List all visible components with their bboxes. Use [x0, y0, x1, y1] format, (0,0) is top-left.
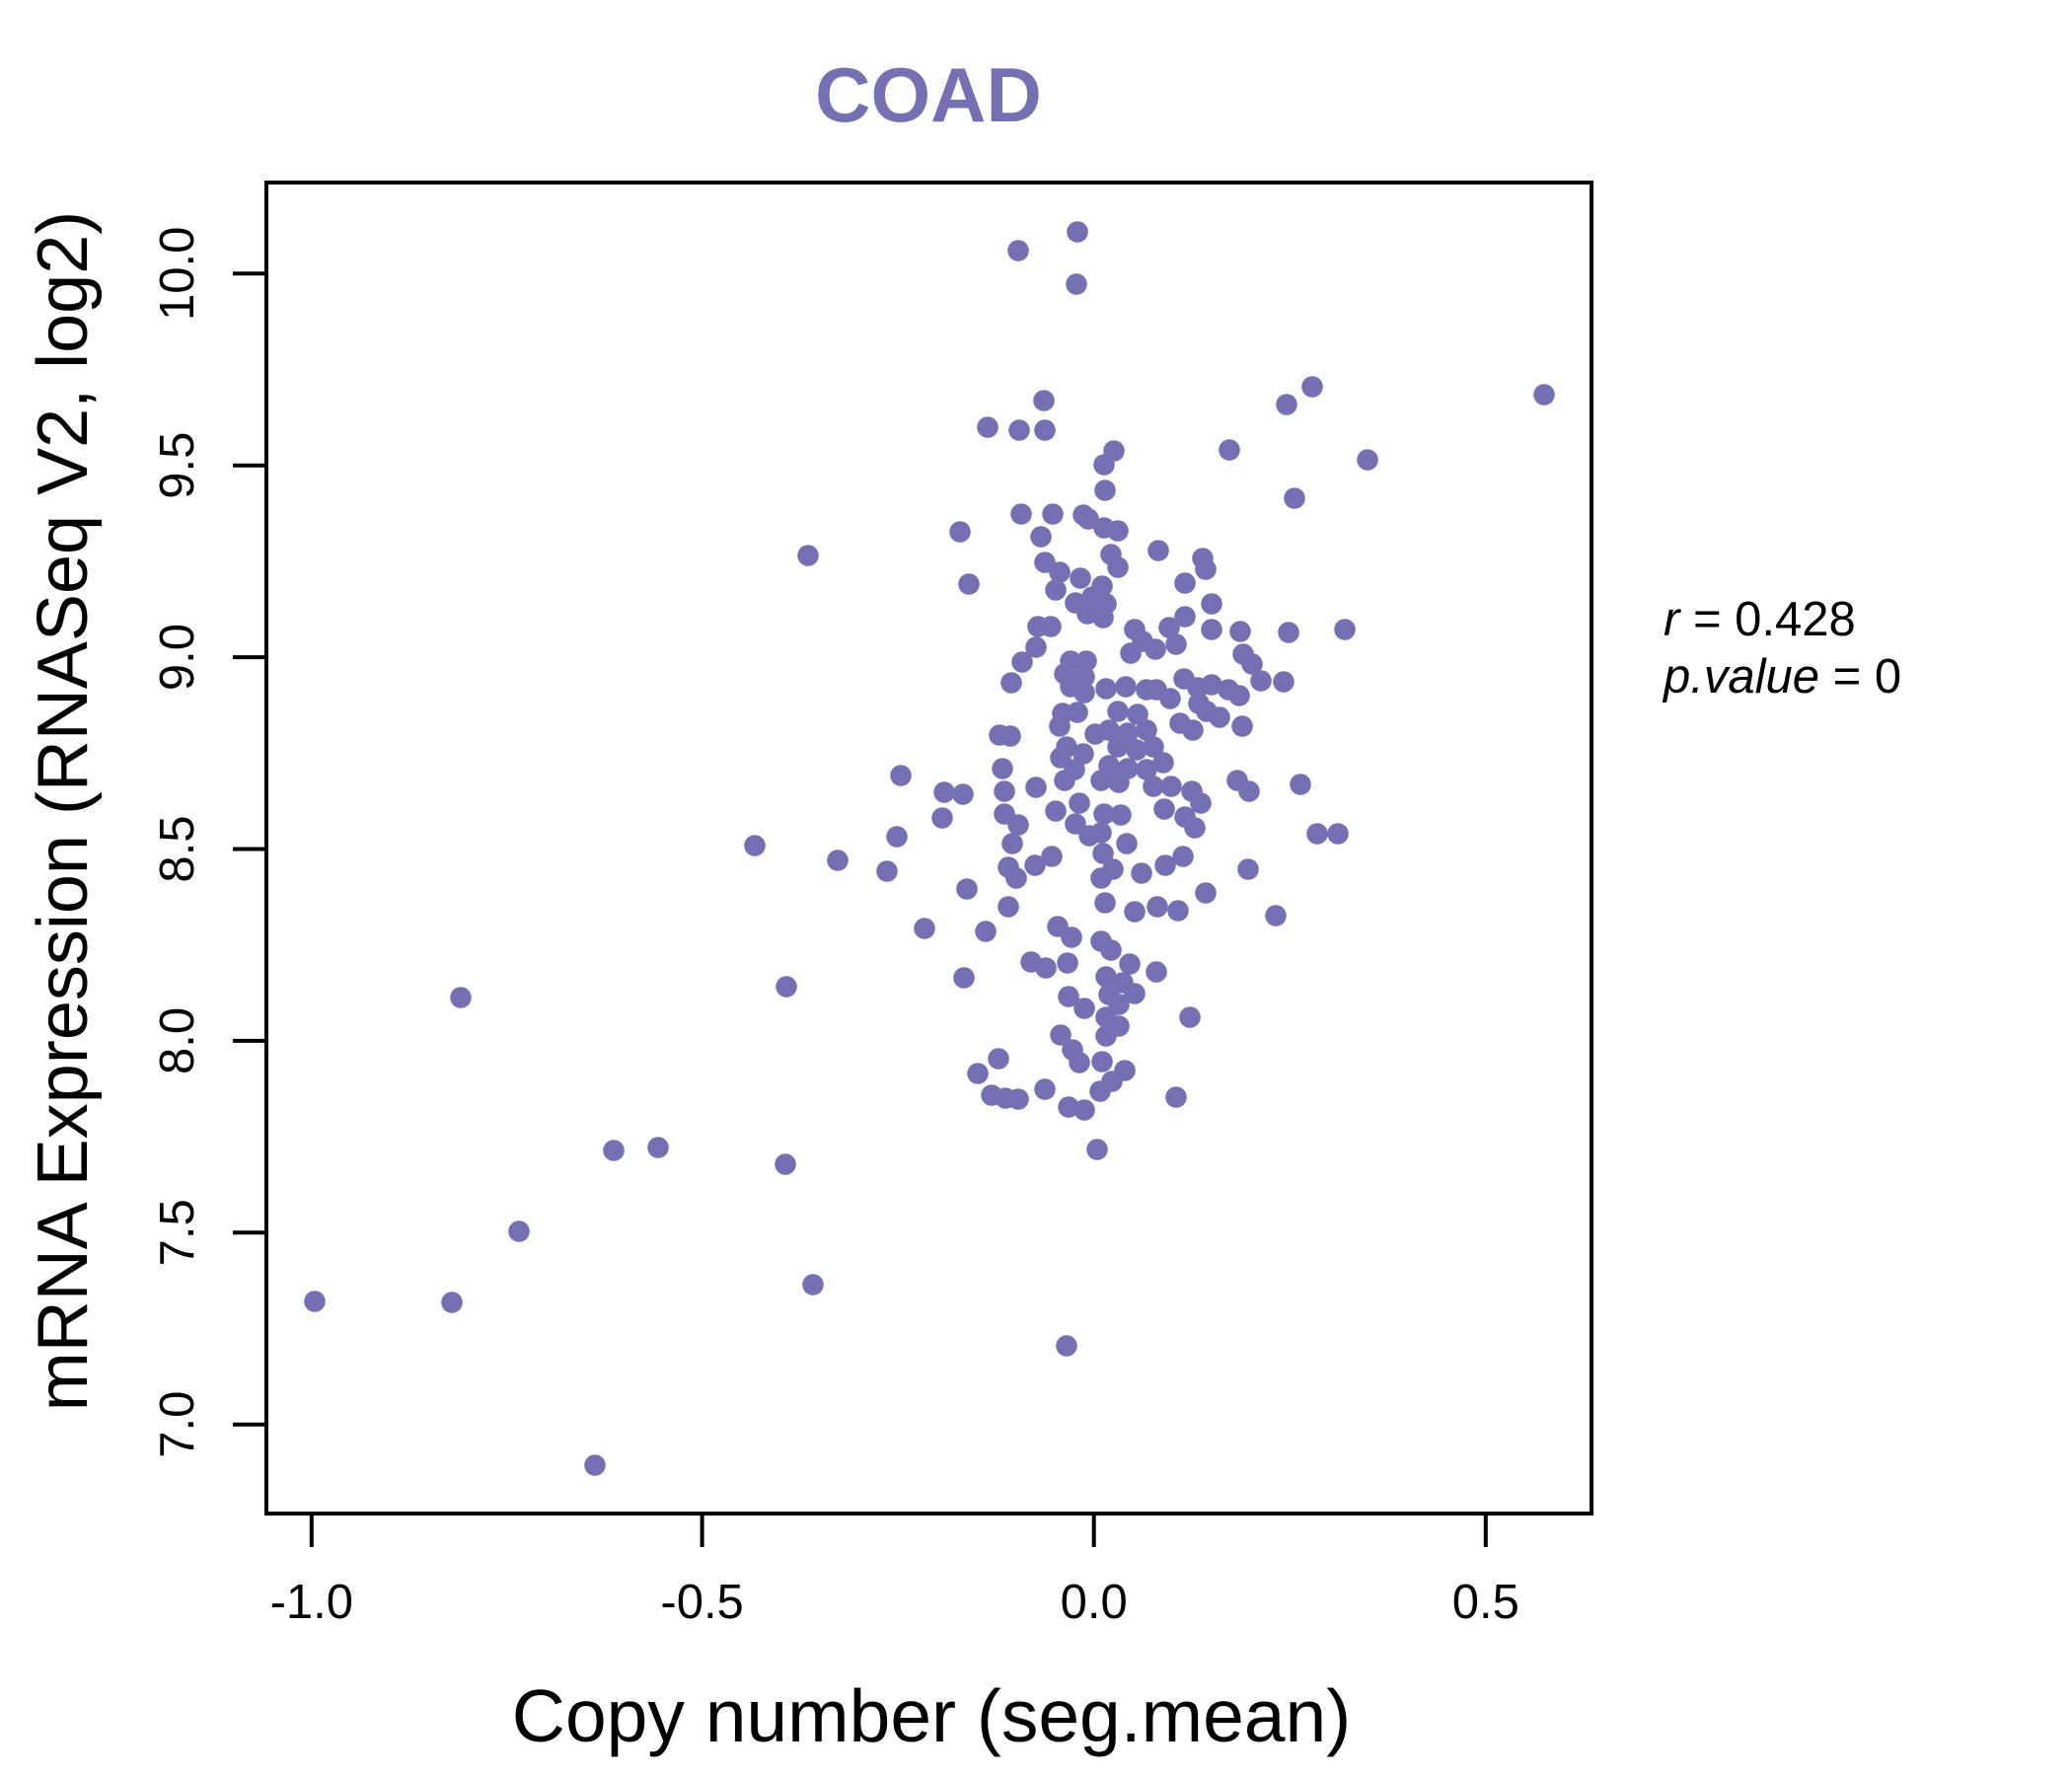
svg-text:7.5: 7.5 — [151, 1199, 204, 1266]
svg-text:-0.5: -0.5 — [660, 1576, 743, 1629]
svg-text:10.0: 10.0 — [151, 227, 204, 321]
svg-text:9.0: 9.0 — [151, 624, 204, 691]
svg-text:r = 0.428: r = 0.428 — [1664, 593, 1856, 646]
svg-text:p.value = 0: p.value = 0 — [1662, 650, 1901, 703]
svg-text:9.5: 9.5 — [151, 432, 204, 499]
svg-text:8.5: 8.5 — [151, 815, 204, 882]
svg-text:-1.0: -1.0 — [270, 1576, 353, 1629]
svg-text:7.0: 7.0 — [151, 1391, 204, 1458]
svg-text:0.0: 0.0 — [1061, 1576, 1128, 1629]
svg-text:8.0: 8.0 — [151, 1007, 204, 1074]
svg-text:COAD: COAD — [815, 51, 1042, 138]
svg-text:Copy number (seg.mean): Copy number (seg.mean) — [512, 1674, 1351, 1757]
svg-text:0.5: 0.5 — [1452, 1576, 1519, 1629]
svg-text:mRNA Expression (RNASeq V2, lo: mRNA Expression (RNASeq V2, log2) — [24, 211, 103, 1411]
